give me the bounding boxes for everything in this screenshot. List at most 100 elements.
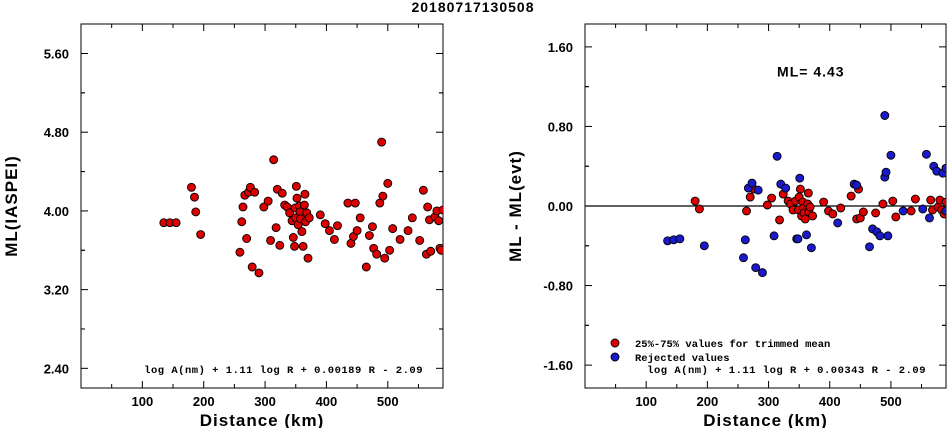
data-point — [819, 197, 829, 207]
x-tick-label: 200 — [193, 394, 215, 409]
data-point — [292, 193, 302, 203]
rejected-point — [781, 183, 791, 193]
data-point — [775, 215, 785, 225]
data-point — [803, 188, 813, 198]
data-point — [367, 222, 377, 232]
data-point — [285, 208, 295, 218]
y-tick-label: -0.80 — [543, 279, 573, 294]
rejected-point — [806, 243, 816, 253]
data-point — [238, 202, 248, 212]
y-tick-label: 4.00 — [44, 204, 69, 219]
data-point — [299, 200, 309, 210]
data-point — [355, 213, 365, 223]
data-point — [304, 213, 314, 223]
data-point — [325, 226, 334, 236]
data-point — [298, 241, 308, 251]
x-axis-title: Distance (km) — [703, 411, 827, 428]
data-point — [418, 185, 428, 195]
data-point — [271, 223, 281, 233]
y-axis-title: ML(IASPEI) — [2, 155, 21, 257]
data-point — [828, 209, 838, 219]
rejected-point — [793, 234, 803, 244]
rejected-point — [740, 235, 750, 245]
rejected-point — [925, 213, 934, 223]
rejected-point — [918, 204, 928, 214]
data-point — [767, 193, 777, 203]
data-point — [269, 155, 279, 165]
data-point — [846, 191, 856, 201]
rejected-point — [941, 163, 946, 173]
data-point — [438, 205, 443, 215]
data-point — [878, 199, 888, 209]
data-point — [423, 202, 433, 212]
data-point — [808, 211, 818, 221]
y-tick-label: -1.60 — [543, 358, 573, 373]
data-point — [742, 206, 751, 216]
data-point — [254, 268, 264, 278]
rejected-point — [675, 234, 685, 244]
x-tick-label: 300 — [758, 394, 780, 409]
data-point — [320, 219, 330, 229]
data-point — [762, 200, 772, 210]
x-tick-label: 100 — [132, 394, 154, 409]
rejected-point — [881, 167, 891, 177]
rejected-point — [753, 185, 763, 195]
x-tick-label: 400 — [316, 394, 338, 409]
data-point — [380, 253, 390, 263]
rejected-point — [886, 150, 896, 160]
data-point — [858, 207, 868, 217]
data-point — [795, 184, 805, 194]
data-point — [745, 192, 755, 202]
data-point — [388, 224, 398, 234]
rejected-point — [898, 206, 908, 216]
data-point — [315, 210, 325, 220]
data-point — [297, 227, 307, 237]
data-point — [291, 181, 301, 191]
legend-marker-used — [610, 338, 620, 348]
data-point — [333, 221, 342, 231]
x-tick-label: 500 — [880, 394, 902, 409]
data-point — [300, 189, 310, 199]
formula-annotation: log A(nm) + 1.11 log R + 0.00189 R - 2.0… — [144, 365, 423, 377]
data-point — [235, 247, 245, 257]
marker-group — [663, 111, 946, 278]
data-point — [352, 226, 362, 236]
x-tick-label: 100 — [635, 394, 657, 409]
rejected-point — [751, 263, 761, 273]
data-point — [247, 262, 257, 272]
rejected-point — [772, 151, 782, 161]
data-point — [288, 233, 298, 242]
rejected-point — [875, 231, 885, 241]
data-point — [407, 213, 417, 223]
data-point — [690, 196, 700, 206]
y-tick-label: 5.60 — [44, 47, 69, 62]
data-point — [329, 234, 339, 244]
legend-marker-rejected — [610, 352, 620, 362]
data-point — [377, 137, 387, 147]
x-tick-label: 400 — [819, 394, 841, 409]
plot-panel-2: 100 200 300 400 500 -1.60 -0.80 0.00 0.80 1.60 Dis… — [506, 23, 947, 430]
rejected-point — [941, 206, 946, 216]
y-tick-label: 4.80 — [44, 125, 69, 140]
y-axis-title: ML - ML(evt) — [506, 150, 525, 262]
data-point — [275, 240, 285, 250]
data-point — [372, 249, 382, 259]
data-point — [361, 262, 371, 272]
data-point — [941, 197, 946, 207]
marker-group — [159, 137, 443, 278]
data-point — [888, 196, 898, 206]
data-point — [436, 245, 443, 255]
data-point — [805, 202, 815, 212]
data-point — [303, 253, 313, 263]
data-point — [906, 206, 916, 216]
rejected-point — [921, 149, 931, 159]
rejected-point — [699, 241, 709, 251]
rejected-point — [880, 111, 890, 120]
data-point — [237, 217, 247, 227]
data-point — [263, 196, 273, 206]
rejected-point — [795, 173, 805, 183]
chart-title: 20180717130508 — [411, 0, 534, 15]
rejected-point — [747, 178, 757, 188]
data-point — [343, 198, 353, 208]
data-point — [196, 230, 206, 239]
